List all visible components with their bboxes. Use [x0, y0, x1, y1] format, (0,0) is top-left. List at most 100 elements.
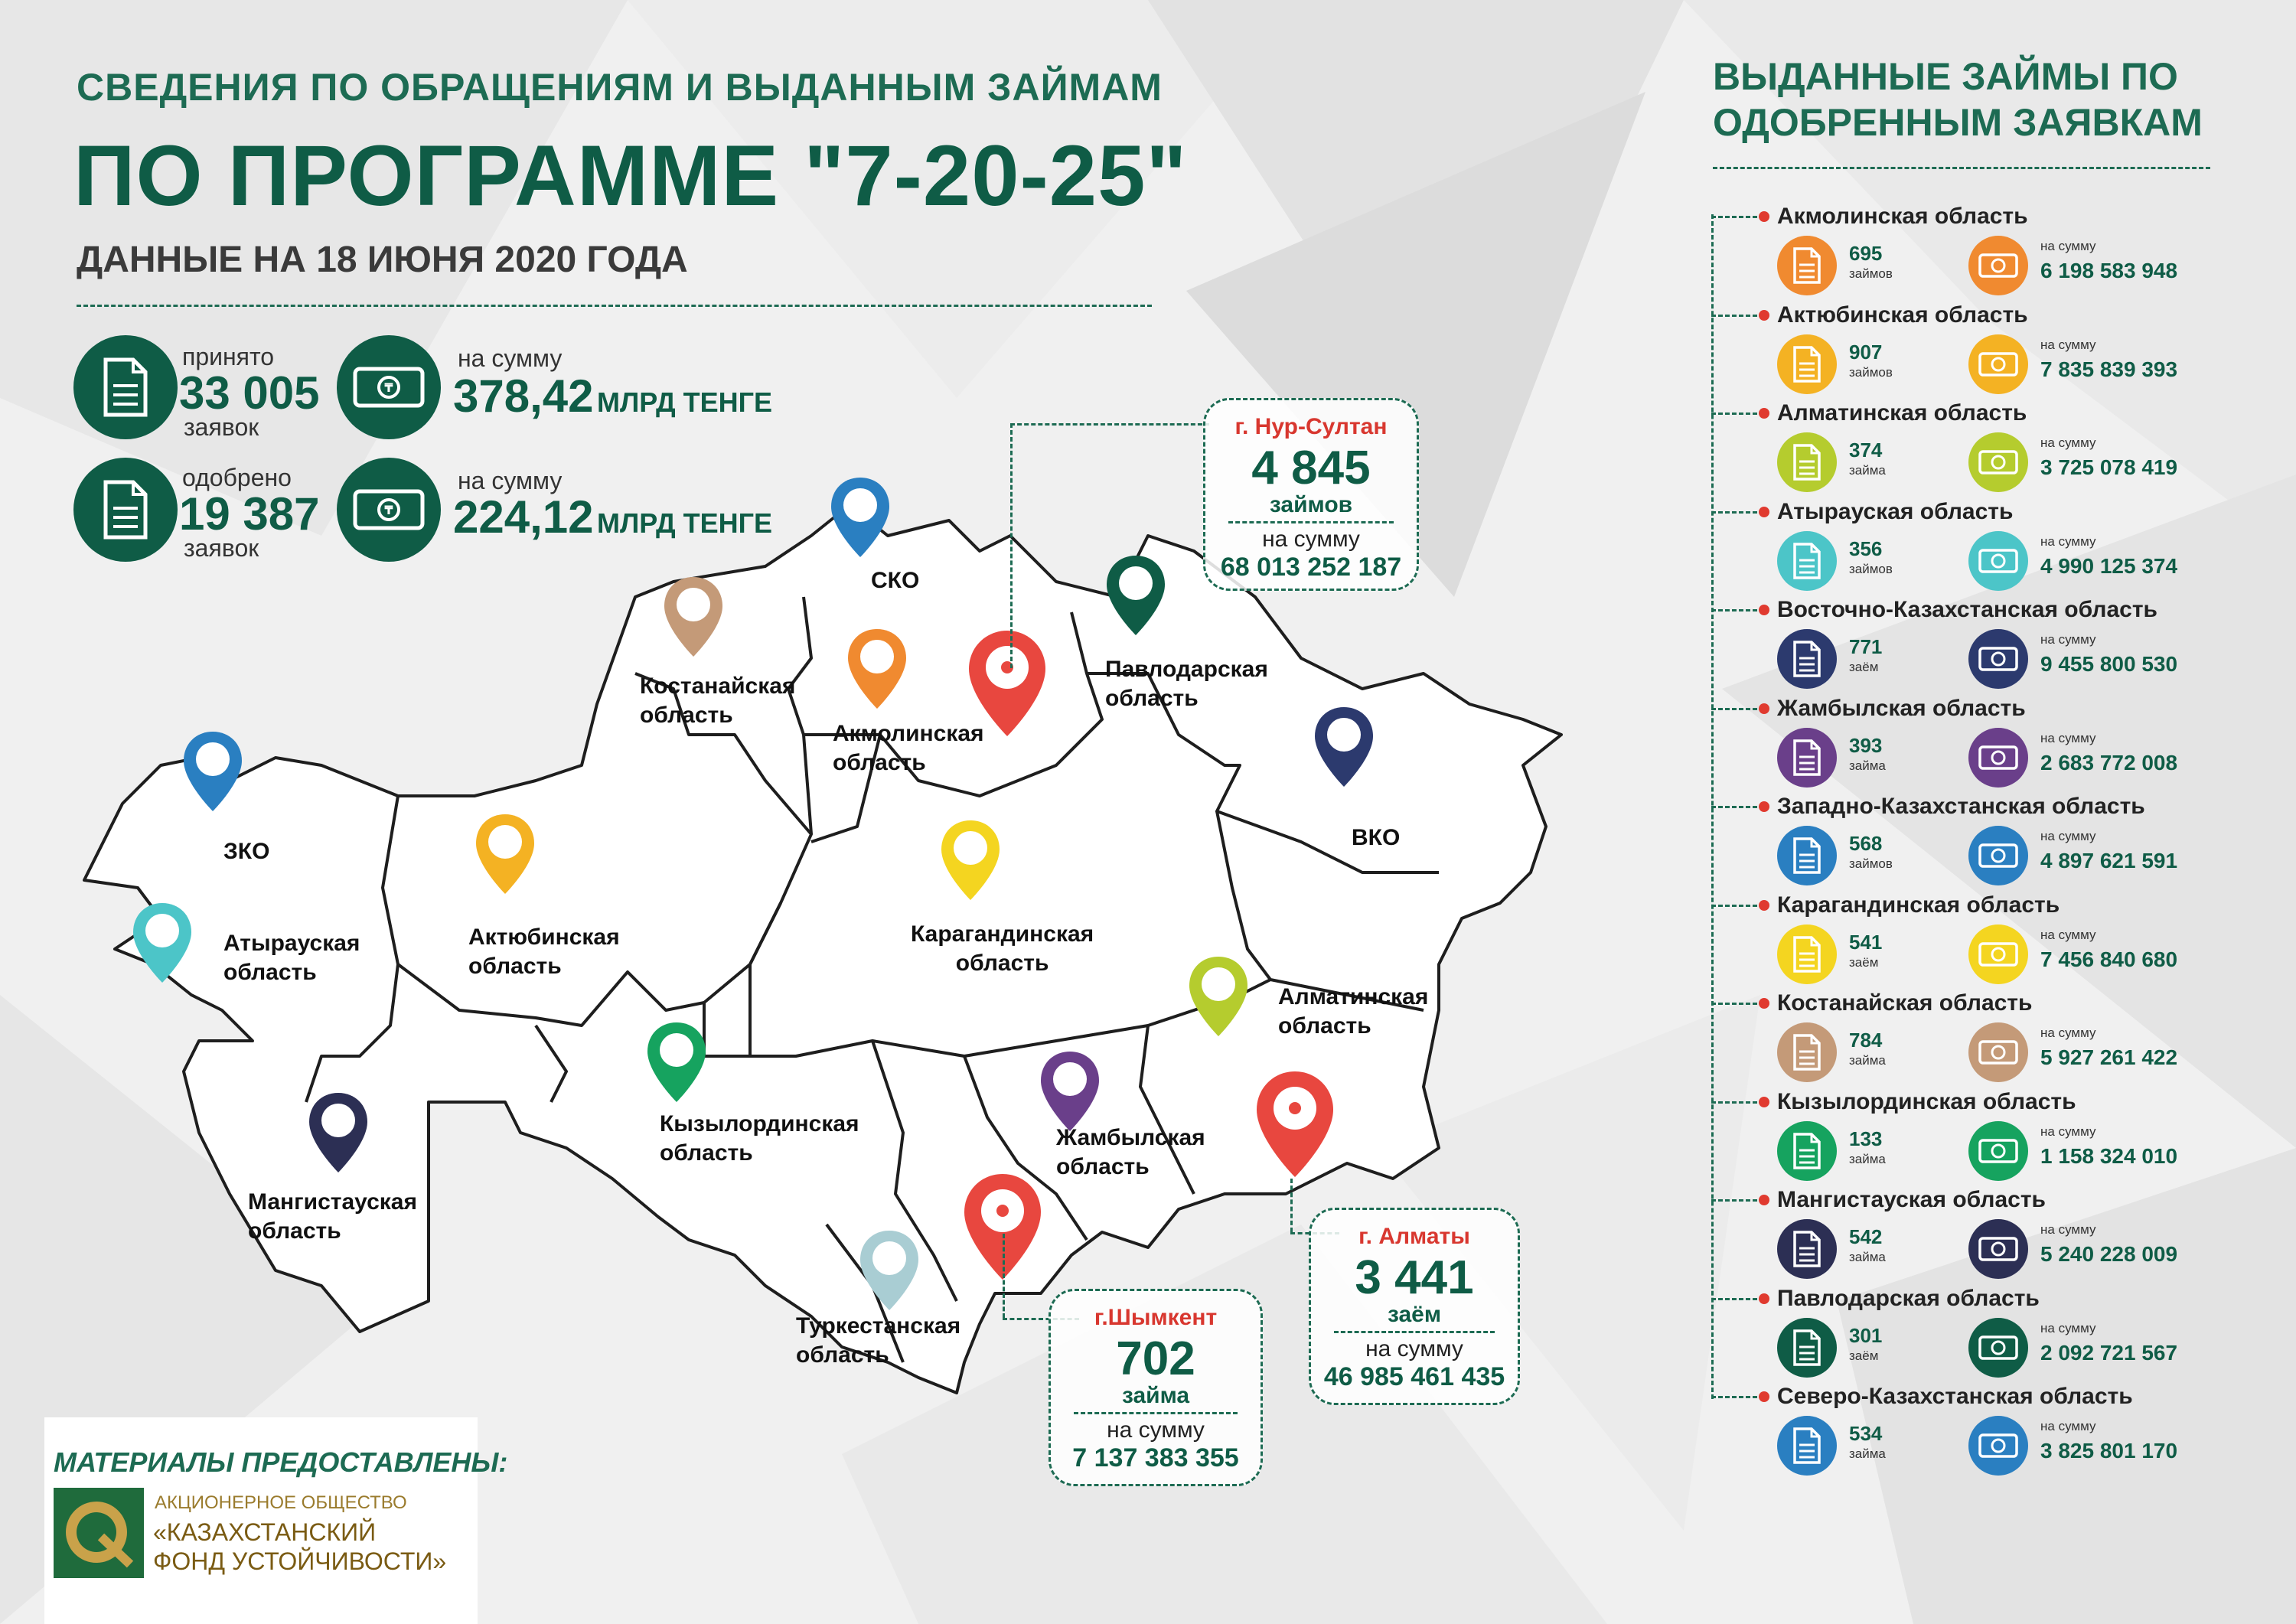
region-bullet-icon [1759, 801, 1769, 812]
region-label-akmola: Акмолинская область [833, 721, 984, 775]
region-loan-unit: займа [1849, 463, 1886, 478]
region-loan-count: 374 [1849, 439, 1883, 461]
right-panel-divider [1713, 167, 2210, 169]
region-loan-count: 133 [1849, 1127, 1883, 1150]
region-loan-amount: 6 198 583 948 [2040, 259, 2178, 282]
region-name: Карагандинская область [1777, 892, 2060, 918]
document-icon [1777, 236, 1837, 295]
region-label-sko: СКО [871, 568, 920, 593]
region-name: Атырауская область [1777, 498, 2014, 524]
fund-logo [54, 1488, 144, 1578]
nur-sultan-sum: 68 013 252 187 [1220, 553, 1402, 582]
accepted-sum-unit: МЛРД ТЕНГЕ [596, 386, 773, 418]
almaty-unit: заём [1387, 1302, 1442, 1327]
region-loan-count: 393 [1849, 733, 1883, 757]
map-pin-icon [1038, 1048, 1102, 1134]
region-bullet-icon [1759, 899, 1769, 911]
region-connector [1711, 510, 1757, 514]
region-loan-amount: 4 990 125 374 [2040, 553, 2178, 578]
region-label-kostanay: Костанайская область [640, 673, 796, 728]
money-icon [1968, 629, 2028, 689]
region-connector [1711, 216, 1757, 218]
header-divider [77, 305, 1152, 307]
region-connector [1711, 1199, 1757, 1202]
region-name: Восточно-Казахстанская область [1777, 597, 2157, 622]
region-loan-count: 542 [1849, 1225, 1883, 1248]
accepted-value: 33 005 [179, 367, 320, 419]
almaty-city: г. Алматы [1358, 1224, 1470, 1249]
region-loan-unit: займов [1849, 561, 1893, 576]
region-connector [1711, 413, 1757, 415]
region-loan-unit: займов [1849, 364, 1893, 380]
region-connector [1711, 609, 1757, 611]
almaty-callout: г. Алматы 3 441 заём на сумму 46 985 461… [1309, 1208, 1520, 1405]
region-bullet-icon [1759, 309, 1769, 321]
money-icon [1968, 236, 2028, 295]
nur-sultan-count: 4 845 [1251, 442, 1371, 494]
region-label-atyrau: Атырауская область [223, 931, 360, 985]
region-bullet-icon [1759, 1096, 1769, 1107]
region-loan-unit: займа [1849, 1151, 1886, 1166]
shymkent-callout: г.Шымкент 702 займа на сумму 7 137 383 3… [1049, 1289, 1263, 1486]
map-pin-icon [644, 1019, 709, 1105]
region-loan-row: Северо-Казахстанская область 534 займа на с… [1711, 1384, 2201, 1482]
nur-sultan-sum-label: на сумму [1262, 527, 1360, 552]
region-loan-amount: 3 725 078 419 [2040, 455, 2178, 479]
accepted-sum: 378,42 МЛРД ТЕНГЕ [453, 373, 772, 419]
money-icon [1968, 1022, 2028, 1082]
region-bullet-icon [1759, 605, 1769, 615]
nur-sultan-unit: займов [1269, 492, 1353, 517]
region-loan-unit: займа [1849, 1250, 1886, 1264]
region-label-zhambyl: Жамбылская область [1056, 1125, 1205, 1179]
region-sum-label: на сумму [2040, 1026, 2096, 1040]
region-connector [1711, 1396, 1757, 1398]
region-loan-unit: займа [1849, 758, 1886, 773]
svg-text:₸: ₸ [384, 380, 393, 395]
region-loan-amount: 5 240 228 009 [2040, 1242, 2178, 1266]
region-label-zko: ЗКО [223, 839, 270, 864]
accepted-label: принято [182, 343, 275, 370]
region-loan-row: Мангистауская область 542 займа на сумму 5 2… [1711, 1187, 2201, 1285]
money-icon [1968, 432, 2028, 492]
region-loan-amount: 3 825 801 170 [2040, 1439, 2178, 1463]
approved-sum-unit: МЛРД ТЕНГЕ [596, 507, 773, 539]
header-subtitle: СВЕДЕНИЯ ПО ОБРАЩЕНИЯМ И ВЫДАННЫМ ЗАЙМАМ [77, 66, 1163, 109]
region-sum-label: на сумму [2040, 435, 2096, 450]
document-icon [1777, 924, 1837, 984]
nur-sultan-leader-v [1010, 423, 1013, 668]
document-icon [1777, 1120, 1837, 1181]
region-sum-label: на сумму [2040, 829, 2096, 843]
region-loan-amount: 5 927 261 422 [2040, 1045, 2178, 1069]
shymkent-city: г.Шымкент [1094, 1305, 1218, 1330]
page-title: ПО ПРОГРАММЕ "7-20-25" [73, 128, 1188, 223]
region-connector [1711, 1003, 1757, 1005]
region-bullet-icon [1759, 1293, 1769, 1304]
approved-doc-icon [73, 458, 178, 562]
region-sum-label: на сумму [2040, 1222, 2096, 1237]
map-pin-icon [306, 1090, 370, 1176]
region-name: Акмолинская область [1777, 204, 2028, 229]
region-loan-unit: займов [1849, 266, 1893, 281]
map-pin-icon [857, 1228, 921, 1313]
region-connector [1711, 707, 1757, 710]
map-pin-icon [1312, 704, 1376, 790]
region-loan-amount: 7 456 840 680 [2040, 947, 2178, 971]
date-line: ДАННЫЕ НА 18 ИЮНЯ 2020 ГОДА [77, 240, 688, 280]
accepted-doc-icon [73, 335, 178, 439]
money-icon [1968, 530, 2028, 591]
region-name: Мангистауская область [1777, 1187, 2046, 1212]
region-loan-unit: заём [1849, 660, 1879, 674]
region-connector [1711, 1297, 1757, 1300]
region-name: Алматинская область [1777, 400, 2027, 426]
region-connector [1711, 1101, 1757, 1104]
region-label-mangystau: Мангистауская область [248, 1189, 417, 1244]
document-icon [1777, 1317, 1837, 1378]
region-loan-count: 301 [1849, 1323, 1883, 1347]
region-sum-label: на сумму [2040, 533, 2096, 549]
region-sum-label: на сумму [2040, 927, 2096, 942]
money-icon [1968, 924, 2028, 984]
region-name: Жамбылская область [1777, 695, 2026, 721]
region-loan-row: Западно-Казахстанская область 568 займов на… [1711, 794, 2201, 892]
region-bullet-icon [1759, 211, 1769, 222]
region-label-almaty-region: Алматинская область [1278, 984, 1429, 1039]
